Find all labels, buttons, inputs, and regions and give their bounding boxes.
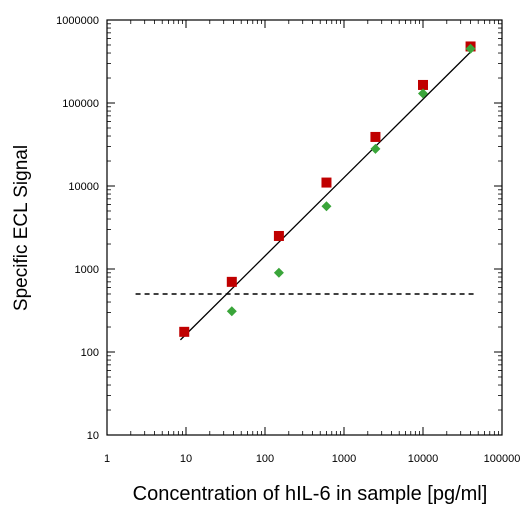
x-tick-label: 1000 (332, 453, 356, 465)
x-tick-label: 1 (104, 453, 110, 465)
diamond-point (273, 267, 284, 278)
x-axis-title: Concentration of hIL-6 in sample [pg/ml] (133, 483, 488, 505)
axes (106, 19, 503, 436)
square-point (226, 276, 237, 287)
square-point (321, 177, 332, 188)
diamond-point (370, 143, 381, 154)
square-point (418, 79, 428, 90)
x-tick-label: 100 (256, 453, 274, 465)
axis-ticks: 1 10 100 1000 10000 100000 10 100 1000 10000 10000… (56, 15, 520, 465)
y-tick-label: 100 (81, 347, 99, 359)
fit-line (179, 47, 476, 341)
data-points (179, 41, 476, 337)
diamond-point (418, 88, 428, 99)
y-tick-label: 1000000 (56, 15, 99, 27)
y-tick-label: 100000 (62, 98, 99, 110)
x-tick-label: 10000 (408, 453, 439, 465)
x-tick-label: 100000 (484, 453, 521, 465)
square-point (370, 131, 381, 142)
plot-frame (106, 19, 503, 436)
y-tick-label: 10 (87, 430, 99, 442)
diamond-point (321, 201, 332, 212)
y-tick-label: 1000 (75, 264, 99, 276)
x-tick-label: 10 (180, 453, 192, 465)
square-point (179, 326, 190, 337)
y-tick-label: 10000 (68, 181, 99, 193)
y-axis-title: Specific ECL Signal (11, 145, 32, 311)
diamond-point (465, 43, 476, 54)
diamond-point (226, 306, 237, 317)
square-point (273, 230, 284, 241)
chart-lines (135, 47, 476, 341)
